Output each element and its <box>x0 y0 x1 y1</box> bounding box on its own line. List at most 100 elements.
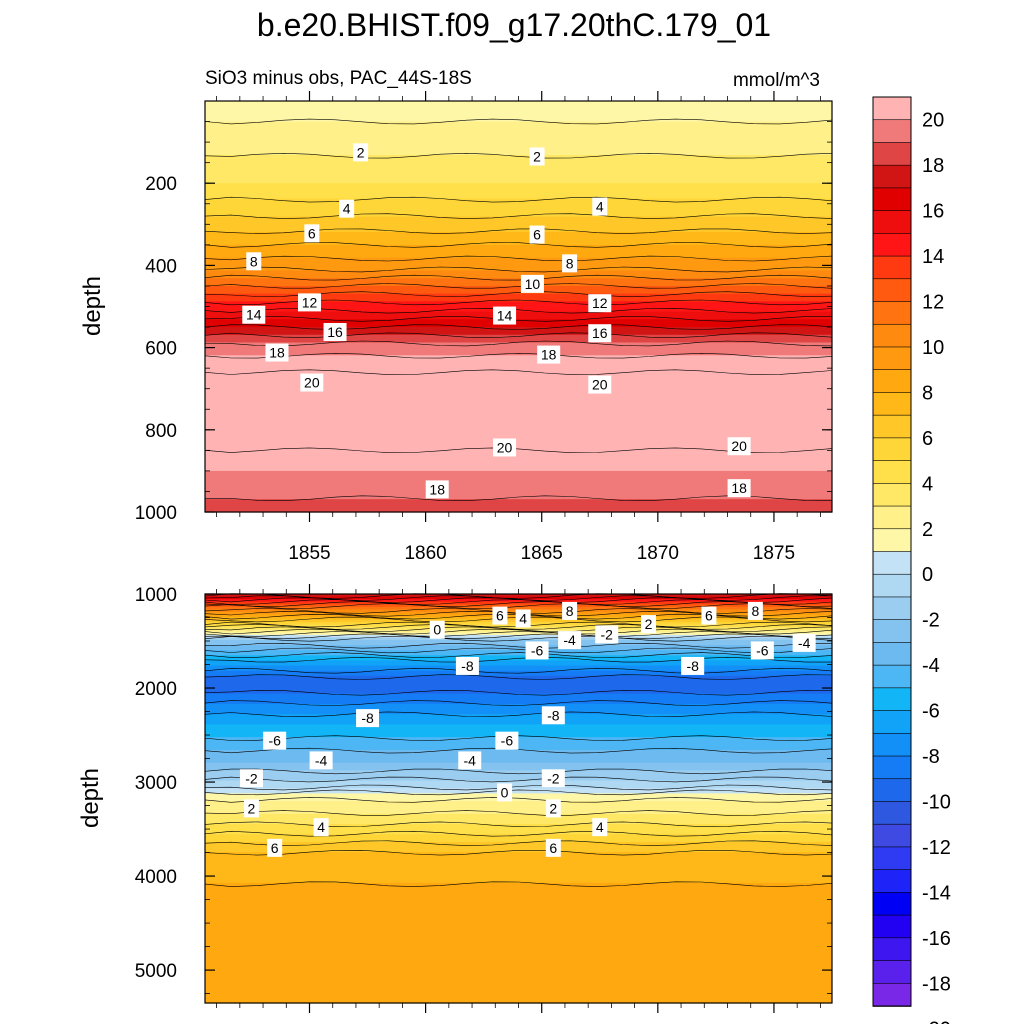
colorbar-swatch <box>873 256 911 279</box>
contour-label: -2 <box>245 770 258 786</box>
colorbar-swatch <box>873 961 911 984</box>
y-tick-label: 3000 <box>135 773 177 794</box>
contour-label: 8 <box>250 253 258 269</box>
colorbar-swatch <box>873 97 911 120</box>
contour-label: 20 <box>304 375 320 391</box>
colorbar-swatch <box>873 233 911 256</box>
colorbar-label: 14 <box>922 246 944 268</box>
colorbar-label: 6 <box>922 428 933 450</box>
y-tick-label: 800 <box>145 421 177 442</box>
colorbar-label: 4 <box>922 473 933 495</box>
lower-depth-panel: 100020003000400050006 4 826 80 -2-4 -4-6 -6-8-… <box>135 584 832 1013</box>
colorbar-swatch <box>873 438 911 461</box>
contour-label: 6 <box>271 840 279 856</box>
contour-label: 2 <box>645 616 653 632</box>
contour-label: 6 <box>533 227 541 243</box>
y-tick-label: 4000 <box>135 867 177 888</box>
colorbar-swatch <box>873 392 911 415</box>
contour-label: 14 <box>497 308 513 324</box>
colorbar-swatch <box>873 529 911 552</box>
contour-label: 20 <box>497 439 513 455</box>
y-tick-label: 200 <box>145 174 177 195</box>
colorbar-swatch <box>873 711 911 734</box>
y-tick-label: 400 <box>145 256 177 277</box>
y-tick-label: 1000 <box>135 503 177 524</box>
contour-label: -2 <box>547 770 560 786</box>
colorbar-label: -18 <box>922 973 951 995</box>
y-axis-label-upper: depth <box>79 276 106 336</box>
y-tick-label: 5000 <box>135 961 177 982</box>
colorbar-swatch <box>873 801 911 824</box>
chart-subtitle-left: SiO3 minus obs, PAC_44S-18S <box>205 68 472 89</box>
contour-label: -2 <box>601 626 614 642</box>
y-tick-label: 600 <box>145 339 177 360</box>
contour-label: 20 <box>592 377 608 393</box>
contour-label: 6 <box>308 225 316 241</box>
colorbar-swatch <box>873 847 911 870</box>
colorbar-label: -20 <box>922 1019 951 1024</box>
colorbar-swatch <box>873 620 911 643</box>
colorbar-swatch <box>873 642 911 665</box>
colorbar-label: -6 <box>922 701 940 723</box>
x-tick-label: 1875 <box>753 543 795 564</box>
colorbar-swatch <box>873 938 911 961</box>
contour-label: -4 <box>798 635 811 651</box>
chart-title: b.e20.BHIST.f09_g17.20thC.179_01 <box>257 7 771 43</box>
y-tick-label: 1000 <box>135 585 177 606</box>
colorbar-swatch <box>873 142 911 165</box>
contour-label: -4 <box>563 632 576 648</box>
colorbar-swatch <box>873 574 911 597</box>
colorbar-swatch <box>873 415 911 438</box>
colorbar-swatch <box>873 461 911 484</box>
x-tick-label: 1855 <box>288 543 330 564</box>
contour-label: 2 <box>357 144 365 160</box>
contour-label: 2 <box>248 800 256 816</box>
contour-label: 16 <box>327 324 343 340</box>
colorbar-swatch <box>873 165 911 188</box>
contour-label: 4 <box>596 819 604 835</box>
colorbar-label: 10 <box>922 337 944 359</box>
contour-label: -8 <box>686 658 699 674</box>
contour-label: 14 <box>246 307 262 323</box>
colorbar-label: 12 <box>922 292 944 314</box>
colorbar-swatch <box>873 756 911 779</box>
contour-label: 10 <box>525 276 541 292</box>
colorbar-label: -8 <box>922 746 940 768</box>
colorbar-swatch <box>873 120 911 143</box>
contour-label: 6 <box>705 608 713 624</box>
contour-label: 8 <box>566 255 574 271</box>
colorbar-label: -4 <box>922 655 940 677</box>
colorbar: 20181614121086420-2-4-6-8-10-12-14-16-18… <box>873 97 951 1024</box>
colorbar-label: 2 <box>922 519 933 541</box>
contour-label: 0 <box>501 784 509 800</box>
colorbar-swatch <box>873 870 911 893</box>
x-tick-label: 1870 <box>637 543 679 564</box>
contour-label: 6 <box>496 608 504 624</box>
colorbar-swatch <box>873 915 911 938</box>
contour-label: -6 <box>501 733 514 749</box>
colorbar-swatch <box>873 892 911 915</box>
contour-label: -4 <box>464 752 477 768</box>
colorbar-swatch <box>873 324 911 347</box>
upper-depth-panel: 20040060080010001855 1860 1865 1870 18752 24 4… <box>135 91 832 564</box>
colorbar-label: 16 <box>922 201 944 223</box>
colorbar-label: -10 <box>922 791 951 813</box>
colorbar-swatch <box>873 552 911 575</box>
contour-label: -6 <box>531 642 544 658</box>
colorbar-swatch <box>873 347 911 370</box>
contour-label: -8 <box>361 710 374 726</box>
contour-label: 4 <box>317 819 325 835</box>
colorbar-swatch <box>873 279 911 302</box>
colorbar-label: 0 <box>922 564 933 586</box>
chart-units: mmol/m^3 <box>733 70 820 91</box>
contour-label: 2 <box>549 800 557 816</box>
contour-label: -8 <box>547 707 560 723</box>
colorbar-swatch <box>873 370 911 393</box>
contour-label: -4 <box>315 752 328 768</box>
contour-label: 4 <box>519 610 527 626</box>
colorbar-label: 8 <box>922 382 933 404</box>
x-tick-label: 1860 <box>404 543 446 564</box>
colorbar-swatch <box>873 733 911 756</box>
colorbar-swatch <box>873 483 911 506</box>
contour-label: 4 <box>596 199 604 215</box>
